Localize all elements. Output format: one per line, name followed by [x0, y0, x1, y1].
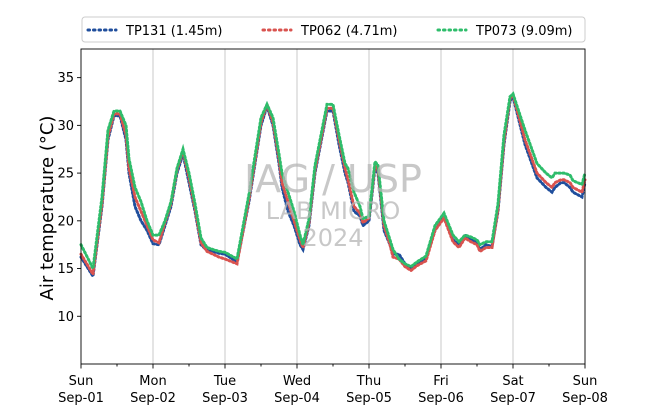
- legend-label-1: TP131 (1.45m): [125, 24, 222, 39]
- x-tick-label-day: Sun: [69, 374, 94, 389]
- y-tick-label: 20: [57, 214, 74, 229]
- legend: TP131 (1.45m) TP062 (4.71m) TP073 (9.09m): [81, 16, 586, 43]
- y-tick-label: 25: [57, 167, 74, 182]
- x-tick-label-date: Sep-01: [58, 391, 104, 406]
- series-line-3: [79, 91, 587, 274]
- x-tick-label-date: Sep-08: [562, 391, 608, 406]
- x-tick-label-date: Sep-07: [490, 391, 536, 406]
- watermark-line-3: 2024: [302, 224, 363, 252]
- x-tick-label-date: Sep-04: [274, 391, 320, 406]
- x-tick-label-date: Sep-03: [202, 391, 248, 406]
- y-axis: 10 15 20 25 30 35: [57, 71, 81, 325]
- x-axis: Sun Sep-01 Mon Sep-02 Tue Sep-03 Wed Sep-04 Thu S…: [58, 364, 608, 406]
- y-tick-label: 15: [57, 262, 74, 277]
- x-tick-label-day: Thu: [356, 374, 381, 389]
- x-tick-label-day: Tue: [213, 374, 236, 389]
- x-tick-label-day: Fri: [433, 374, 449, 389]
- y-tick-label: 35: [57, 71, 74, 86]
- legend-label-2: TP062 (4.71m): [300, 24, 397, 39]
- x-tick-label-date: Sep-05: [346, 391, 392, 406]
- legend-frame: [81, 16, 586, 43]
- x-tick-label-day: Mon: [139, 374, 166, 389]
- y-tick-label: 10: [57, 310, 74, 325]
- y-axis-label: Air temperature (°C): [37, 116, 58, 301]
- y-tick-label: 30: [57, 119, 74, 134]
- x-tick-label-day: Wed: [283, 374, 311, 389]
- watermark-line-2: LAB MICRO: [266, 197, 401, 225]
- x-tick-label-day: Sat: [502, 374, 523, 389]
- legend-label-3: TP073 (9.09m): [475, 24, 572, 39]
- x-tick-label-date: Sep-02: [130, 391, 176, 406]
- watermark-line-1: IAG / USP: [244, 157, 422, 201]
- x-tick-label-date: Sep-06: [418, 391, 464, 406]
- x-tick-label-day: Sun: [573, 374, 598, 389]
- series-layer: [79, 91, 587, 281]
